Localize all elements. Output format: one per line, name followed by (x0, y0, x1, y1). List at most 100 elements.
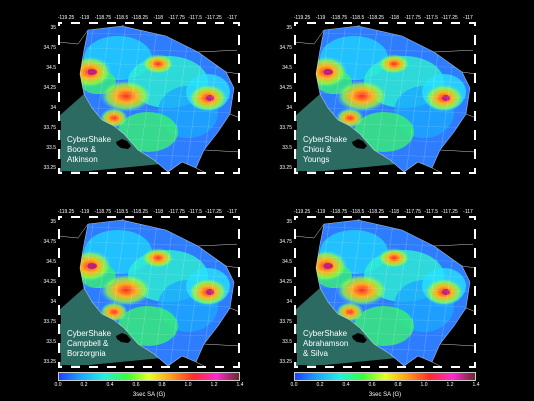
latitude-tick-label: 33.5 (282, 145, 292, 151)
longitude-tick-label: -117 (227, 209, 237, 215)
longitude-tick-label: -118.75 (330, 15, 348, 21)
colorbar-ticks: 0.0 0.2 0.4 0.6 0.8 1.0 1.2 1.4 (290, 382, 480, 390)
longitude-tick-label: -118.5 (350, 15, 365, 21)
latitude-tick-label: 33.5 (46, 339, 56, 345)
colorbar-tick-label: 0.6 (132, 382, 140, 388)
model-caption: CyberShake Campbell & Borzorgnia (67, 329, 112, 358)
latitude-tick-label: 34.25 (43, 85, 56, 91)
longitude-tick-label: -119 (79, 15, 90, 21)
catalina-island (352, 333, 367, 343)
latitude-tick-label: 34.5 (282, 259, 292, 265)
hazard-map (58, 22, 240, 174)
longitude-tick-label: -117.75 (404, 209, 421, 215)
longitude-tick-label: -118.25 (367, 209, 385, 215)
longitude-tick-label: -117 (227, 15, 237, 21)
colorbar-tick-label: 0.2 (80, 382, 88, 388)
longitude-labels: -119.25 -119 -118.75 -118.5 -118.25 -118 -117.… (58, 208, 240, 216)
latitude-tick-label: 34.75 (279, 45, 292, 51)
longitude-tick-label: -117.25 (441, 209, 458, 215)
catalina-island (352, 139, 367, 149)
colorbar-tick-label: 1.4 (472, 382, 480, 388)
latitude-tick-label: 34.5 (282, 65, 292, 71)
latitude-tick-label: 33.25 (279, 165, 292, 171)
ocean (294, 288, 418, 368)
latitude-tick-label: 35 (50, 25, 56, 31)
map-frame (58, 22, 240, 174)
map-panel-boore-atkinson: -119.25 -119 -118.75 -118.5 -118.25 -118 -117.… (43, 15, 240, 174)
longitude-tick-label: -118.75 (94, 209, 112, 215)
latitude-tick-label: 34.25 (279, 279, 292, 285)
longitude-tick-label: -119.25 (294, 15, 311, 21)
catalina-island (116, 333, 131, 343)
ocean (58, 94, 182, 174)
colorbar-tick-label: 0.2 (316, 382, 324, 388)
longitude-tick-label: -117.5 (424, 209, 439, 215)
colorbar-tick-label: 0.8 (158, 382, 166, 388)
longitude-tick-label: -117.5 (424, 15, 439, 21)
map-panel-abrahamson-silva: -119.25 -119 -118.75 -118.5 -118.25 -118 -117.… (279, 209, 476, 368)
latitude-tick-label: 34.5 (46, 65, 56, 71)
longitude-tick-label: -118.75 (94, 15, 112, 21)
longitude-tick-label: -117.5 (188, 209, 203, 215)
hazard-map (58, 216, 240, 368)
latitude-tick-label: 33.5 (46, 145, 56, 151)
longitude-tick-label: -117.75 (168, 209, 185, 215)
map-frame (58, 216, 240, 368)
colorbar-title: 3sec SA (G) (132, 392, 166, 398)
longitude-tick-label: -118.5 (350, 209, 365, 215)
ocean (58, 288, 182, 368)
longitude-tick-label: -119.25 (58, 209, 75, 215)
colorbar-ticks: 0.0 0.2 0.4 0.6 0.8 1.0 1.2 1.4 (54, 382, 244, 390)
longitude-tick-label: -117.25 (205, 15, 222, 21)
colorbar-tick-label: 1.2 (210, 382, 218, 388)
catalina-island (116, 139, 131, 149)
hazard-map (294, 216, 476, 368)
longitude-tick-label: -118.25 (367, 15, 385, 21)
latitude-tick-label: 34.5 (46, 259, 56, 265)
longitude-tick-label: -118 (389, 15, 400, 21)
longitude-tick-label: -117.25 (205, 209, 222, 215)
latitude-tick-label: 34.75 (279, 239, 292, 245)
latitude-labels: 35 34.75 34.5 34.25 34 33.75 33.5 33.25 (40, 22, 56, 174)
longitude-tick-label: -119.25 (294, 209, 311, 215)
latitude-tick-label: 33.25 (43, 165, 56, 171)
longitude-tick-label: -118.25 (131, 15, 149, 21)
latitude-tick-label: 34.75 (43, 45, 56, 51)
ocean (294, 94, 418, 174)
longitude-tick-label: -117.75 (168, 15, 185, 21)
colorbar-tick-label: 0.8 (394, 382, 402, 388)
longitude-labels: -119.25 -119 -118.75 -118.5 -118.25 -118 -117.… (58, 14, 240, 22)
longitude-tick-label: -119.25 (58, 15, 75, 21)
colorbar-tick-label: 0.6 (368, 382, 376, 388)
latitude-tick-label: 35 (50, 219, 56, 225)
longitude-labels: -119.25 -119 -118.75 -118.5 -118.25 -118 -117.… (294, 208, 476, 216)
longitude-tick-label: -119 (79, 209, 90, 215)
region-outline (79, 25, 235, 173)
latitude-tick-label: 34.25 (43, 279, 56, 285)
latitude-tick-label: 34 (50, 299, 56, 305)
latitude-tick-label: 35 (286, 25, 292, 31)
latitude-labels: 35 34.75 34.5 34.25 34 33.75 33.5 33.25 (40, 216, 56, 368)
model-caption: CyberShake Abrahamson & Silva (303, 329, 349, 358)
map-frame (294, 216, 476, 368)
map-panel-chiou-youngs: -119.25 -119 -118.75 -118.5 -118.25 -118 -117.… (279, 15, 476, 174)
colorbar-tick-label: 0.4 (106, 382, 114, 388)
longitude-tick-label: -119 (315, 15, 326, 21)
latitude-tick-label: 33.5 (282, 339, 292, 345)
latitude-tick-label: 33.75 (279, 319, 292, 325)
model-caption: CyberShake Chiou & Youngs (303, 135, 348, 164)
longitude-tick-label: -118.75 (330, 209, 348, 215)
latitude-tick-label: 35 (286, 219, 292, 225)
colorbar-tick-label: 0.0 (290, 382, 298, 388)
colorbar-tick-label: 0.0 (54, 382, 62, 388)
region-outline (315, 219, 471, 367)
hazard-map (294, 22, 476, 174)
longitude-tick-label: -118.25 (131, 209, 149, 215)
longitude-tick-label: -118.5 (114, 209, 129, 215)
latitude-tick-label: 34.25 (279, 85, 292, 91)
latitude-tick-label: 34.75 (43, 239, 56, 245)
latitude-tick-label: 33.75 (43, 319, 56, 325)
map-frame (294, 22, 476, 174)
latitude-tick-label: 33.25 (43, 359, 56, 365)
longitude-tick-label: -117 (463, 15, 473, 21)
